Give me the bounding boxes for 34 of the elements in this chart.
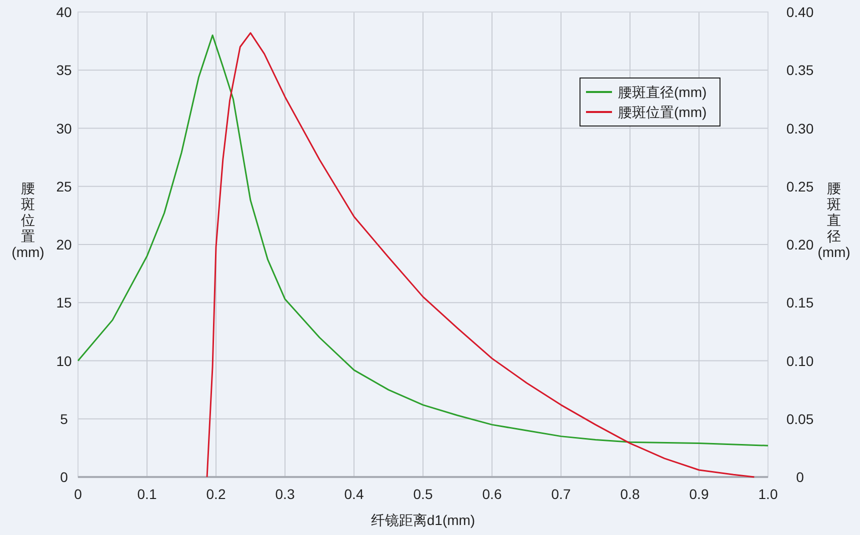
- x-tick-label: 0.3: [275, 486, 295, 502]
- y-tick-label: 15: [56, 294, 72, 311]
- x-tick-label: 0.7: [551, 486, 571, 502]
- legend-label: 腰斑位置(mm): [618, 104, 707, 120]
- y-tick-label: 10: [56, 352, 72, 369]
- y2-tick-label: 0.10: [786, 352, 814, 369]
- y2-tick-label: 0.05: [786, 410, 814, 427]
- x-tick-label: 0.6: [482, 486, 502, 502]
- y2-tick-label: 0: [796, 469, 804, 485]
- x-tick-label: 0.1: [137, 486, 157, 502]
- x-tick-label: 0.8: [620, 486, 640, 502]
- y2-tick-label: 0.35: [786, 62, 814, 78]
- x-tick-label: 0: [74, 486, 82, 502]
- y-tick-label: 0: [60, 469, 68, 485]
- x-tick-label: 0.9: [689, 486, 709, 502]
- x-tick-label: 1.0: [758, 486, 778, 502]
- x-tick-label: 0.5: [413, 486, 433, 502]
- x-tick-label: 0.4: [344, 486, 364, 502]
- y-tick-label: 25: [56, 178, 72, 194]
- x-axis-title: 纤镜距离d1(mm): [370, 512, 476, 528]
- y2-tick-label: 0.15: [786, 294, 814, 311]
- y-tick-label: 35: [56, 62, 72, 78]
- y2-tick-label: 0.25: [786, 178, 814, 194]
- y2-axis-title: 腰斑直径(mm): [818, 180, 850, 260]
- y2-tick-label: 0.30: [786, 120, 814, 136]
- y-axis-title: 腰斑位置(mm): [12, 180, 44, 260]
- x-tick-label: 0.2: [206, 486, 226, 502]
- y-tick-label: 5: [60, 410, 68, 427]
- y2-tick-label: 0.40: [786, 4, 814, 20]
- y2-tick-label: 0.20: [786, 236, 814, 252]
- legend-label: 腰斑直径(mm): [618, 84, 707, 100]
- y-tick-label: 30: [56, 120, 72, 136]
- y-tick-label: 20: [56, 236, 72, 252]
- y-tick-label: 40: [56, 4, 72, 20]
